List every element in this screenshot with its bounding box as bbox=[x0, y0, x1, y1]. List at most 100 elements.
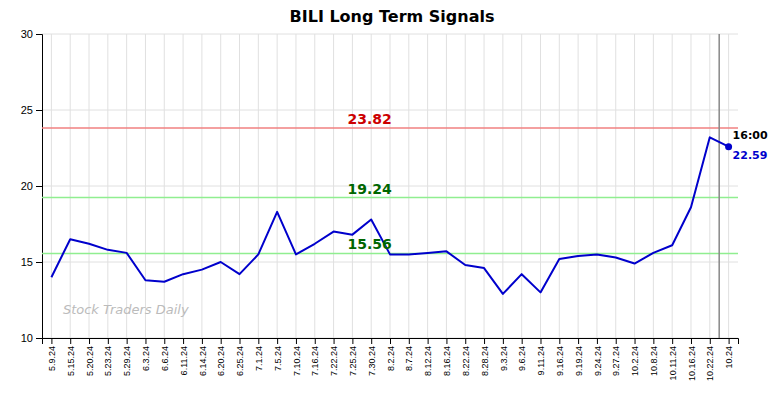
grid-line-x bbox=[314, 34, 315, 338]
x-tick: 7.10.24 bbox=[292, 338, 302, 376]
x-tick: 6.14.24 bbox=[198, 338, 208, 376]
x-tick-label: 9.16.24 bbox=[555, 346, 565, 376]
reference-label: 19.24 bbox=[348, 181, 393, 197]
grid-line-x bbox=[653, 34, 654, 338]
x-tick-mark bbox=[390, 338, 391, 344]
x-tick: 10.24 bbox=[724, 338, 734, 369]
x-tick-mark bbox=[240, 338, 241, 344]
x-tick-mark bbox=[258, 338, 259, 344]
grid-line-x bbox=[728, 34, 729, 338]
annotation: 16:00 bbox=[733, 129, 768, 142]
x-tick-label: 9.19.24 bbox=[574, 346, 584, 376]
x-tick-mark bbox=[108, 338, 109, 344]
grid-line-x bbox=[145, 34, 146, 338]
grid-line-x bbox=[690, 34, 691, 338]
grid-line-x bbox=[578, 34, 579, 338]
grid-line-x bbox=[408, 34, 409, 338]
reference-line bbox=[42, 197, 738, 199]
x-tick: 7.16.24 bbox=[310, 338, 320, 376]
x-tick: 9.6.24 bbox=[517, 338, 527, 371]
x-tick: 6.6.24 bbox=[160, 338, 170, 371]
x-tick-label: 5.20.24 bbox=[85, 346, 95, 376]
x-tick: 9.27.24 bbox=[611, 338, 621, 376]
grid-line-x bbox=[672, 34, 673, 338]
x-tick: 10.11.24 bbox=[668, 338, 678, 380]
x-tick-mark bbox=[127, 338, 128, 344]
grid-line-x bbox=[183, 34, 184, 338]
grid-line-x bbox=[709, 34, 710, 338]
x-tick: 8.7.24 bbox=[404, 338, 414, 371]
x-tick: 7.5.24 bbox=[273, 338, 283, 371]
x-tick-label: 10.2.24 bbox=[630, 346, 640, 376]
grid-line-x bbox=[70, 34, 71, 338]
x-tick-label: 8.28.24 bbox=[480, 346, 490, 376]
x-tick-mark bbox=[296, 338, 297, 344]
x-tick-mark bbox=[371, 338, 372, 344]
y-axis-line bbox=[36, 35, 43, 339]
grid-line-x bbox=[51, 34, 52, 338]
grid-line-x bbox=[295, 34, 296, 338]
x-tick: 10.8.24 bbox=[649, 338, 659, 376]
x-tick: 5.29.24 bbox=[122, 338, 132, 376]
x-tick: 8.22.24 bbox=[461, 338, 471, 376]
grid-line-x bbox=[107, 34, 108, 338]
x-tick: 6.3.24 bbox=[141, 338, 151, 371]
x-tick-label: 6.25.24 bbox=[235, 346, 245, 376]
x-tick-label: 8.12.24 bbox=[423, 346, 433, 376]
grid-line-x bbox=[126, 34, 127, 338]
grid-line-x bbox=[258, 34, 259, 338]
x-tick: 6.25.24 bbox=[235, 338, 245, 376]
grid-line-x bbox=[446, 34, 447, 338]
x-tick: 9.11.24 bbox=[536, 338, 546, 375]
y-tick: 15 bbox=[21, 256, 42, 268]
x-tick-mark bbox=[653, 338, 654, 344]
x-tick-mark bbox=[503, 338, 504, 344]
x-tick-mark bbox=[89, 338, 90, 344]
y-tick-label: 25 bbox=[21, 104, 33, 116]
price-line bbox=[51, 137, 728, 294]
x-tick: 7.30.24 bbox=[367, 338, 377, 376]
x-tick-mark bbox=[597, 338, 598, 344]
x-tick-label: 5.15.24 bbox=[66, 346, 76, 376]
x-tick-mark bbox=[635, 338, 636, 344]
x-tick: 9.3.24 bbox=[499, 338, 509, 371]
grid-line-x bbox=[333, 34, 334, 338]
x-tick-label: 7.25.24 bbox=[348, 346, 358, 376]
last-point bbox=[725, 143, 732, 150]
x-tick-mark bbox=[578, 338, 579, 344]
y-tick-label: 10 bbox=[21, 332, 33, 344]
x-tick-label: 7.10.24 bbox=[292, 346, 302, 376]
x-axis-line bbox=[43, 339, 739, 345]
x-tick: 7.25.24 bbox=[348, 338, 358, 376]
grid-line-x bbox=[89, 34, 90, 338]
x-tick-mark bbox=[334, 338, 335, 344]
x-tick: 5.20.24 bbox=[85, 338, 95, 376]
x-tick-label: 7.1.24 bbox=[254, 346, 264, 371]
grid-line-x bbox=[559, 34, 560, 338]
y-tick-mark bbox=[36, 186, 42, 187]
y-tick-mark bbox=[36, 262, 42, 263]
grid-line-x bbox=[596, 34, 597, 338]
x-tick: 9.19.24 bbox=[574, 338, 584, 376]
x-tick-label: 8.16.24 bbox=[442, 346, 452, 376]
plot: Stock Traders Daily10152025305.9.245.15.… bbox=[21, 28, 768, 381]
x-tick: 8.12.24 bbox=[423, 338, 433, 376]
x-tick-label: 8.22.24 bbox=[461, 346, 471, 376]
x-tick-mark bbox=[315, 338, 316, 344]
x-tick-label: 10.16.24 bbox=[687, 346, 697, 381]
watermark: Stock Traders Daily bbox=[63, 302, 189, 317]
x-tick-mark bbox=[672, 338, 673, 344]
x-tick: 6.20.24 bbox=[216, 338, 226, 376]
x-tick-mark bbox=[729, 338, 730, 344]
x-tick: 6.11.24 bbox=[179, 338, 189, 375]
x-tick-label: 9.27.24 bbox=[611, 346, 621, 376]
x-tick: 8.28.24 bbox=[480, 338, 490, 376]
x-tick-label: 5.9.24 bbox=[47, 346, 57, 371]
x-tick-mark bbox=[616, 338, 617, 344]
x-tick-mark bbox=[691, 338, 692, 344]
x-tick-mark bbox=[484, 338, 485, 344]
y-tick: 20 bbox=[21, 180, 42, 192]
x-tick-mark bbox=[428, 338, 429, 344]
x-tick: 5.9.24 bbox=[47, 338, 57, 371]
grid-line-x bbox=[164, 34, 165, 338]
